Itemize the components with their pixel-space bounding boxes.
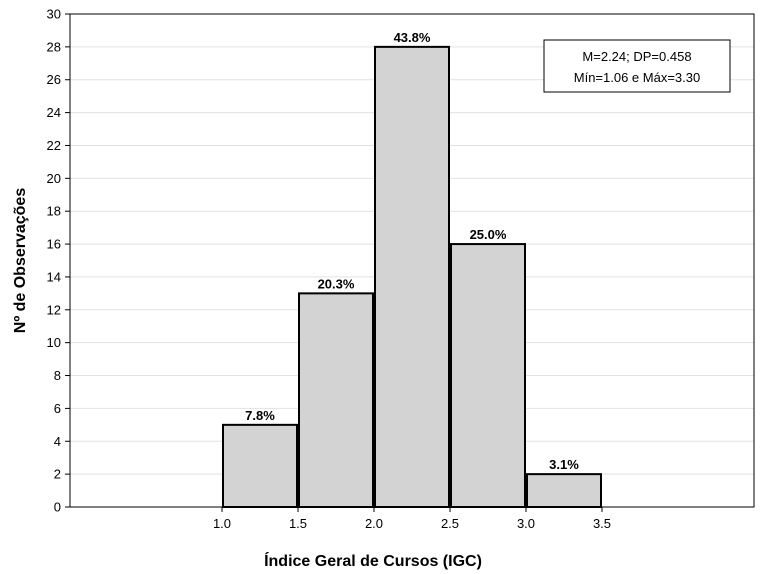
x-tick-label: 3.5 — [593, 516, 611, 531]
bar-percent-label: 7.8% — [245, 408, 275, 423]
y-tick-label: 24 — [47, 105, 61, 120]
y-tick-label: 6 — [54, 401, 61, 416]
y-tick-label: 30 — [47, 7, 61, 22]
bar-percent-label: 25.0% — [470, 227, 507, 242]
y-tick-label: 20 — [47, 171, 61, 186]
stats-box-frame — [543, 39, 731, 93]
bars — [222, 45, 602, 509]
plot-frame — [69, 13, 755, 508]
y-tick-label: 28 — [47, 39, 61, 54]
y-tick-label: 10 — [47, 335, 61, 350]
stats-annotation-box: M=2.24; DP=0.458 Mín=1.06 e Máx=3.30 — [543, 39, 731, 93]
stats-line-mean-sd: M=2.24; DP=0.458 — [582, 49, 691, 64]
y-tick-label: 26 — [47, 72, 61, 87]
bar-percent-label: 43.8% — [394, 30, 431, 45]
stats-line-min-max: Mín=1.06 e Máx=3.30 — [574, 70, 700, 85]
y-tick-label: 12 — [47, 302, 61, 317]
bar-percent-label: 20.3% — [318, 276, 355, 291]
x-axis-title: Índice Geral de Cursos (IGC) — [264, 551, 482, 570]
x-tick-label: 1.5 — [289, 516, 307, 531]
y-tick-label: 22 — [47, 138, 61, 153]
histogram-bar — [450, 243, 526, 508]
bar-percent-label: 3.1% — [549, 457, 579, 472]
y-tick-label: 16 — [47, 237, 61, 252]
y-tick-label: 2 — [54, 467, 61, 482]
y-tick-label: 14 — [47, 269, 61, 284]
y-tick-label: 4 — [54, 434, 61, 449]
x-tick-label: 3.0 — [517, 516, 535, 531]
y-tick-label: 18 — [47, 204, 61, 219]
histogram-bar — [374, 45, 450, 508]
x-axis-ticks: 1.0 1.5 2.0 2.5 3.0 3.5 — [213, 507, 611, 531]
histogram-bar — [222, 423, 298, 509]
histogram-bar — [526, 473, 602, 508]
y-axis-title: Nº de Observações — [12, 188, 29, 334]
x-tick-label: 2.0 — [365, 516, 383, 531]
histogram-bar — [298, 292, 374, 508]
y-tick-label: 0 — [54, 500, 61, 515]
y-tick-label: 8 — [54, 368, 61, 383]
bar-labels: 7.8% 20.3% 43.8% 25.0% 3.1% — [245, 30, 579, 472]
x-tick-label: 1.0 — [213, 516, 231, 531]
x-tick-label: 2.5 — [441, 516, 459, 531]
